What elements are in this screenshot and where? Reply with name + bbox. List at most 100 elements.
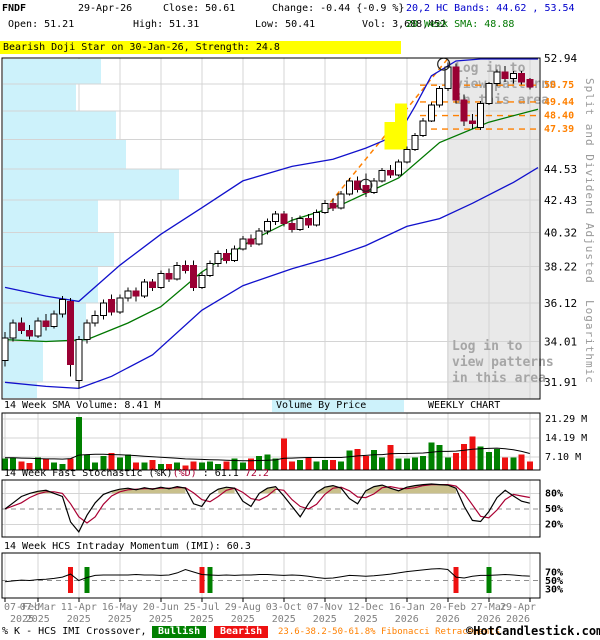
copyright-link[interactable]: ©HotCandlestick.com bbox=[466, 624, 600, 638]
candle-body bbox=[222, 253, 230, 261]
volume-by-price-bar bbox=[3, 232, 114, 267]
volume-bar bbox=[313, 461, 320, 470]
imi-crossover-marker bbox=[68, 567, 74, 593]
pattern-alert-banner[interactable]: Bearish Doji Star on 30-Jan-26, Strength… bbox=[0, 41, 401, 54]
candle-body bbox=[214, 253, 222, 265]
date-label: 20-Jun bbox=[143, 602, 179, 613]
date-year-label: 2025 bbox=[190, 614, 214, 625]
volume-bar bbox=[330, 459, 336, 470]
candle-body bbox=[140, 281, 148, 297]
pattern-highlight bbox=[384, 122, 397, 150]
imi-crossover-marker bbox=[84, 567, 90, 593]
volume-bar bbox=[469, 436, 476, 470]
volume-bar bbox=[321, 459, 328, 470]
candle-body bbox=[91, 315, 99, 324]
price-axis-label: 34.01 bbox=[544, 335, 577, 348]
candle-body bbox=[239, 238, 247, 250]
candle-body bbox=[395, 161, 403, 176]
stoch-k-value: : 61.1 bbox=[196, 468, 245, 479]
volume-bar bbox=[436, 445, 443, 470]
candle-body bbox=[231, 248, 239, 261]
candle-body bbox=[419, 120, 427, 137]
volume-by-price-bar bbox=[3, 139, 126, 169]
volume-by-price-label: Volume By Price bbox=[272, 400, 404, 412]
candle-body bbox=[263, 221, 271, 232]
price-axis-label: 52.94 bbox=[544, 52, 577, 65]
candle-body bbox=[493, 71, 501, 84]
stoch-overbought-fill bbox=[29, 490, 55, 494]
volume-bar bbox=[157, 463, 164, 470]
volume-bar bbox=[59, 463, 66, 470]
volume-bar bbox=[420, 455, 427, 470]
price-axis-label: 44.53 bbox=[544, 163, 577, 176]
volume-bar bbox=[428, 442, 435, 470]
volume-bar bbox=[379, 457, 386, 470]
date-year-label: 2025 bbox=[67, 614, 91, 625]
volume-bar bbox=[34, 457, 41, 470]
imi-axis-label: 30% bbox=[545, 585, 563, 596]
date-year-label: 2025 bbox=[231, 614, 255, 625]
volume-by-price-bar bbox=[3, 199, 98, 233]
volume-bar bbox=[26, 463, 33, 470]
volume-bar bbox=[354, 449, 361, 470]
stochastic-pane-title: 14 Week Fast Stochastic (%K)(%D) : 61.1 … bbox=[4, 468, 269, 480]
volume-bar bbox=[289, 461, 295, 470]
volume-bar bbox=[108, 453, 115, 470]
volume-bar bbox=[125, 454, 131, 470]
volume-by-price-bar bbox=[3, 84, 76, 112]
price-axis-label: 31.91 bbox=[544, 376, 577, 389]
date-label: 20-Feb bbox=[430, 602, 466, 613]
volume-bar bbox=[297, 459, 304, 470]
date-label: 16-Jan bbox=[389, 602, 425, 613]
date-label: 11-Apr bbox=[61, 602, 97, 613]
volume-bar bbox=[10, 457, 17, 470]
imi-crossover-marker bbox=[199, 567, 205, 593]
price-axis-label: 42.43 bbox=[544, 194, 577, 207]
log-scale-label: Logarithmic bbox=[583, 300, 596, 384]
candle-body bbox=[17, 322, 25, 331]
date-year-label: 2025 bbox=[149, 614, 173, 625]
volume-bar bbox=[43, 459, 49, 470]
login-prompt-line: view patterns bbox=[455, 77, 557, 92]
volume-bar bbox=[75, 417, 82, 470]
volume-bar bbox=[371, 450, 377, 470]
candle-body bbox=[345, 180, 353, 195]
login-prompt-line: view patterns bbox=[452, 355, 554, 370]
volume-bar bbox=[198, 462, 205, 470]
volume-bar bbox=[403, 458, 410, 470]
candle-body bbox=[444, 66, 452, 89]
weekly-chart-label: WEEKLY CHART bbox=[428, 400, 501, 411]
volume-bar bbox=[477, 446, 484, 470]
candle-body bbox=[26, 329, 34, 337]
volume-by-price-bar bbox=[3, 382, 37, 398]
candle-body bbox=[280, 213, 288, 224]
volume-bar bbox=[305, 457, 312, 470]
candle-body bbox=[403, 148, 411, 163]
stoch-k-line bbox=[4, 483, 530, 533]
candle-body bbox=[58, 299, 66, 315]
volume-pane-title: 14 Week SMA Volume: 8.41 M bbox=[4, 400, 161, 411]
candle-body bbox=[378, 170, 386, 182]
candle-body bbox=[304, 218, 312, 226]
volume-bar bbox=[272, 458, 279, 470]
imi-crossover-marker bbox=[207, 567, 213, 593]
volume-bar bbox=[141, 462, 148, 470]
candle-body bbox=[42, 320, 50, 328]
date-year-label: 2025 bbox=[10, 614, 34, 625]
overlay-upper-band-line bbox=[4, 58, 538, 303]
imi-crossover-marker bbox=[486, 567, 492, 593]
imi-plot-border bbox=[1, 552, 541, 599]
stoch-axis-label: 20% bbox=[545, 520, 563, 531]
candle-body bbox=[485, 82, 493, 105]
candle-body bbox=[198, 274, 206, 288]
candle-body bbox=[518, 72, 526, 83]
date-label: 07-Nov bbox=[307, 602, 343, 613]
volume-plot-border bbox=[1, 412, 541, 471]
candle-body bbox=[272, 213, 280, 223]
volume-bar bbox=[190, 461, 197, 470]
candle-body bbox=[321, 202, 329, 213]
volume-sma-line bbox=[5, 447, 530, 462]
stoch-axis-label: 50% bbox=[545, 504, 563, 515]
stoch-title-d: (%D) bbox=[172, 468, 197, 479]
